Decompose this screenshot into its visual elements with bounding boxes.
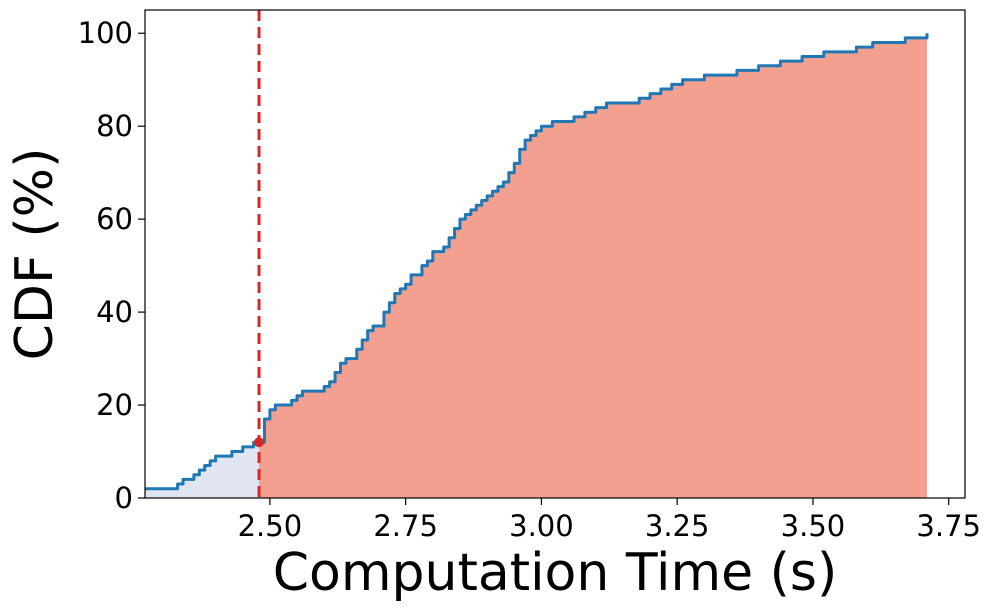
x-tick-label: 2.50 xyxy=(238,509,303,543)
y-tick-label: 80 xyxy=(96,109,133,143)
y-tick-label: 100 xyxy=(78,16,133,50)
y-tick-label: 40 xyxy=(96,295,133,329)
x-tick-label: 2.75 xyxy=(373,509,438,543)
threshold-marker xyxy=(254,437,265,448)
x-tick-label: 3.75 xyxy=(916,509,981,543)
x-tick-label: 3.25 xyxy=(645,509,710,543)
x-axis-label: Computation Time (s) xyxy=(273,543,838,603)
ticks: 2.50 2.75 3.00 3.25 3.50 3.75 0 20 40 60 80 100 xyxy=(78,16,981,543)
y-tick-label: 60 xyxy=(96,202,133,236)
y-tick-label: 20 xyxy=(96,388,133,422)
fill-above-threshold xyxy=(259,33,927,498)
x-tick-label: 3.00 xyxy=(509,509,574,543)
x-tick-label: 3.50 xyxy=(781,509,846,543)
cdf-series-line xyxy=(145,33,929,491)
y-tick-label: 0 xyxy=(115,481,133,515)
y-axis-label: CDF (%) xyxy=(5,148,65,361)
plot-area xyxy=(145,10,929,498)
axes-frame xyxy=(144,9,966,499)
